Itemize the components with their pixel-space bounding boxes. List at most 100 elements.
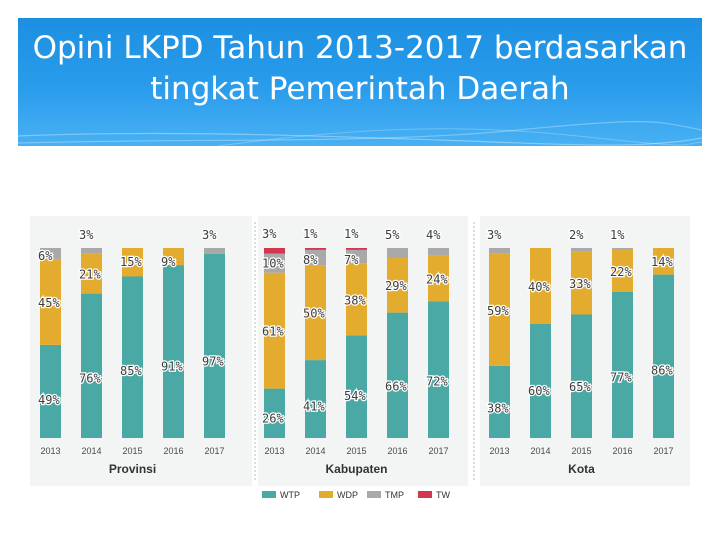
provinsi-label-wdp-2014: 21% bbox=[79, 268, 101, 282]
kabupaten-label-wdp-2016: 29% bbox=[385, 279, 407, 293]
kabupaten-label-wdp-2017: 24% bbox=[426, 272, 448, 286]
kota-label-wtp-2016: 77% bbox=[610, 371, 632, 385]
kota-label-wdp-2017: 14% bbox=[651, 255, 673, 269]
kota-bar-wdp-2014 bbox=[530, 248, 551, 324]
kota-label-tmp-2016: 1% bbox=[610, 228, 625, 242]
kabupaten-tick-2015: 2015 bbox=[346, 446, 366, 456]
legend-label-tmp: TMP bbox=[385, 490, 404, 500]
provinsi-label-wtp-2014: 76% bbox=[79, 371, 101, 385]
legend-swatch-tw bbox=[418, 491, 432, 498]
provinsi-bar-wtp-2017 bbox=[204, 253, 225, 438]
provinsi-tick-2013: 2013 bbox=[40, 446, 60, 456]
legend-label-tw: TW bbox=[436, 490, 450, 500]
provinsi-bar-wtp-2016 bbox=[163, 265, 184, 438]
kabupaten-label-wdp-2015: 38% bbox=[344, 293, 366, 307]
provinsi-bar-wtp-2015 bbox=[122, 276, 143, 438]
kota-bar-wdp-2015 bbox=[571, 251, 592, 315]
kota-bar-wdp-2013 bbox=[489, 253, 510, 366]
provinsi-bar-wdp-2015 bbox=[122, 248, 143, 277]
legend-swatch-wdp bbox=[319, 491, 333, 498]
kabupaten-label-wdp-2013: 61% bbox=[262, 325, 284, 339]
kota-bar-tmp-2016 bbox=[612, 248, 633, 250]
kabupaten-bar-tmp-2017 bbox=[428, 248, 449, 256]
kabupaten-bar-tw-2015 bbox=[346, 248, 367, 250]
kota-label-tmp-2013: 3% bbox=[487, 228, 502, 242]
kota-tick-2014: 2014 bbox=[530, 446, 550, 456]
kota-bar-tmp-2013 bbox=[489, 248, 510, 254]
kota-label-wtp-2014: 60% bbox=[528, 384, 550, 398]
provinsi-label-tmp-2014: 3% bbox=[79, 228, 94, 242]
provinsi-tick-2014: 2014 bbox=[81, 446, 101, 456]
kota-label-wtp-2017: 86% bbox=[651, 363, 673, 377]
kabupaten-label-wtp-2014: 41% bbox=[303, 399, 325, 413]
kota-bar-wdp-2017 bbox=[653, 248, 674, 275]
kota-label-wdp-2016: 22% bbox=[610, 265, 632, 279]
kabupaten-label-wtp-2016: 66% bbox=[385, 379, 407, 393]
legend-swatch-wtp bbox=[262, 491, 276, 498]
provinsi-bar-wtp-2014 bbox=[81, 293, 102, 438]
provinsi-bar-wdp-2014 bbox=[81, 253, 102, 294]
kota-tick-2016: 2016 bbox=[612, 446, 632, 456]
provinsi-bar-tmp-2013 bbox=[40, 248, 61, 260]
slide-title: Opini LKPD Tahun 2013-2017 berdasarkan t… bbox=[18, 28, 702, 110]
kota-bar-wtp-2015 bbox=[571, 314, 592, 438]
provinsi-label-wtp-2017: 97% bbox=[202, 355, 224, 369]
kabupaten-label-tmp-2014: 8% bbox=[303, 253, 318, 267]
provinsi-bar-tmp-2014 bbox=[81, 248, 102, 254]
kota-bar-wtp-2016 bbox=[612, 291, 633, 438]
kabupaten-bar-tmp-2013 bbox=[264, 253, 285, 273]
kota-bar-wtp-2013 bbox=[489, 365, 510, 438]
kabupaten-label-tmp-2013: 10% bbox=[262, 257, 284, 271]
kota-tick-2015: 2015 bbox=[571, 446, 591, 456]
kota-bar-tmp-2015 bbox=[571, 248, 592, 252]
kabupaten-bar-tmp-2016 bbox=[387, 248, 408, 258]
provinsi-label-tmp-2017: 3% bbox=[202, 228, 217, 242]
kota-label-wdp-2013: 59% bbox=[487, 304, 509, 318]
kabupaten-label-tmp-2017: 4% bbox=[426, 228, 441, 242]
kabupaten-bar-tw-2014 bbox=[305, 248, 326, 250]
kabupaten-bar-wdp-2017 bbox=[428, 255, 449, 302]
provinsi-label-wtp-2013: 49% bbox=[38, 393, 60, 407]
kota-label-wtp-2013: 38% bbox=[487, 402, 509, 416]
kota-label-wdp-2015: 33% bbox=[569, 277, 591, 291]
slide-title-line2: tingkat Pemerintah Daerah bbox=[150, 71, 570, 107]
kabupaten-label-tw-2014: 1% bbox=[303, 227, 318, 241]
legend-swatch-tmp bbox=[367, 491, 381, 498]
kabupaten-bar-tmp-2015 bbox=[346, 249, 367, 264]
provinsi-tick-2016: 2016 bbox=[163, 446, 183, 456]
kabupaten-label-wtp-2015: 54% bbox=[344, 389, 366, 403]
kabupaten-tick-2013: 2013 bbox=[264, 446, 284, 456]
provinsi-label-wtp-2016: 91% bbox=[161, 359, 183, 373]
kabupaten-bar-wdp-2015 bbox=[346, 263, 367, 336]
kabupaten-bar-wdp-2016 bbox=[387, 257, 408, 313]
kabupaten-bar-tmp-2014 bbox=[305, 249, 326, 266]
provinsi-label-wdp-2015: 15% bbox=[120, 255, 142, 269]
kabupaten-bar-wtp-2013 bbox=[264, 388, 285, 438]
provinsi-tick-2017: 2017 bbox=[204, 446, 224, 456]
kabupaten-label-wdp-2014: 50% bbox=[303, 307, 325, 321]
kabupaten-bar-wtp-2015 bbox=[346, 335, 367, 438]
provinsi-label-wdp-2016: 9% bbox=[161, 255, 176, 269]
legend-label-wtp: WTP bbox=[280, 490, 300, 500]
kabupaten-bar-wtp-2017 bbox=[428, 301, 449, 438]
kabupaten-label-wtp-2017: 72% bbox=[426, 375, 448, 389]
banner-wave-decoration bbox=[18, 121, 702, 146]
kabupaten-label-wtp-2013: 26% bbox=[262, 411, 284, 425]
slide-title-line1: Opini LKPD Tahun 2013-2017 berdasarkan bbox=[32, 30, 688, 66]
kabupaten-tick-2014: 2014 bbox=[305, 446, 325, 456]
kabupaten-bar-tw-2013 bbox=[264, 248, 285, 254]
provinsi-bar-wtp-2013 bbox=[40, 344, 61, 438]
kabupaten-label-tw-2013: 3% bbox=[262, 227, 277, 241]
kabupaten-label-tmp-2016: 5% bbox=[385, 228, 400, 242]
provinsi-bar-wdp-2013 bbox=[40, 259, 61, 345]
kabupaten-bar-wtp-2016 bbox=[387, 312, 408, 438]
kabupaten-label-tmp-2015: 7% bbox=[344, 253, 359, 267]
kabupaten-tick-2016: 2016 bbox=[387, 446, 407, 456]
kabupaten-label-tw-2015: 1% bbox=[344, 227, 359, 241]
kabupaten-tick-2017: 2017 bbox=[428, 446, 448, 456]
kota-tick-2013: 2013 bbox=[489, 446, 509, 456]
kabupaten-bar-wdp-2013 bbox=[264, 272, 285, 389]
kota-bar-wtp-2014 bbox=[530, 324, 551, 438]
kabupaten-bar-wdp-2014 bbox=[305, 265, 326, 361]
